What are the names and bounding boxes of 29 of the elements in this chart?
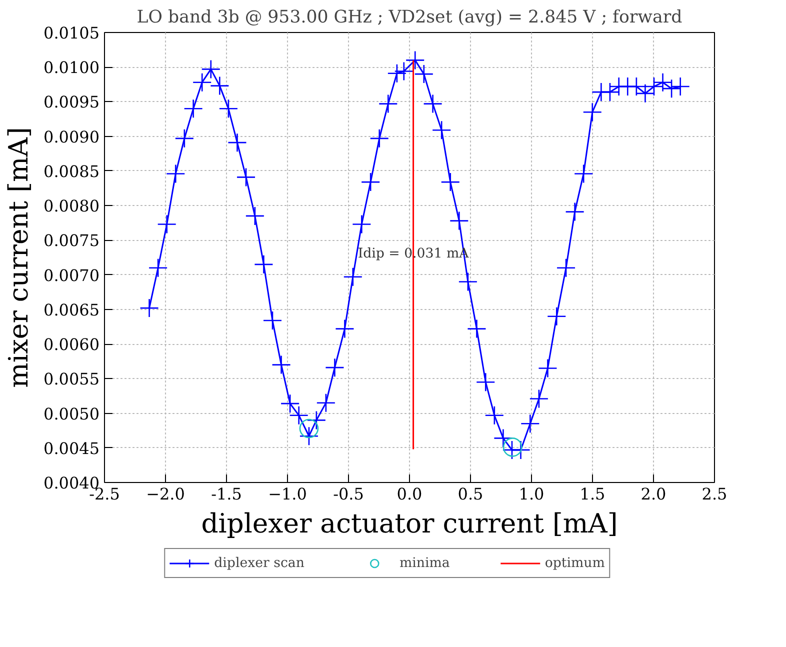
- x-tick-label: 2.0: [640, 484, 666, 504]
- x-tick-label: 2.5: [702, 484, 728, 504]
- x-axis-title: diplexer actuator current [mA]: [201, 508, 618, 540]
- x-tick-label: 1.0: [518, 484, 544, 504]
- x-tick-label: -1.5: [211, 484, 242, 504]
- y-tick-label: 0.0105: [44, 24, 100, 42]
- y-tick-label: 0.0100: [44, 58, 100, 78]
- y-tick-label: 0.0050: [44, 404, 100, 424]
- y-tick-label: 0.0080: [44, 196, 100, 216]
- legend-label: diplexer scan: [214, 556, 304, 570]
- x-tick-label: 0.0: [396, 484, 422, 504]
- y-tick-label: 0.0065: [44, 300, 100, 320]
- x-tick-label: −2.0: [146, 484, 185, 504]
- legend-label: optimum: [544, 556, 605, 570]
- y-tick-label: 0.0090: [44, 127, 100, 146]
- x-tick-label: 0.5: [458, 484, 484, 504]
- y-tick-label: 0.0070: [44, 266, 100, 285]
- chart-title: LO band 3b @ 953.00 GHz ; VD2set (avg) = 2.845 V ; forward: [136, 8, 682, 28]
- y-tick-label: 0.0055: [44, 370, 100, 389]
- y-tick-label: 0.0085: [44, 162, 100, 181]
- x-tick-label: -0.5: [333, 484, 364, 504]
- legend-label: minima: [399, 556, 450, 570]
- x-tick-label: 1.5: [580, 484, 606, 504]
- y-axis-title: mixer current [mA]: [4, 127, 35, 388]
- x-tick-label: −1.0: [268, 484, 307, 504]
- y-tick-label: 0.0075: [44, 231, 100, 250]
- y-tick-label: 0.0045: [44, 438, 100, 458]
- y-tick-label: 0.0060: [44, 335, 100, 354]
- y-tick-label: 0.0095: [44, 92, 100, 112]
